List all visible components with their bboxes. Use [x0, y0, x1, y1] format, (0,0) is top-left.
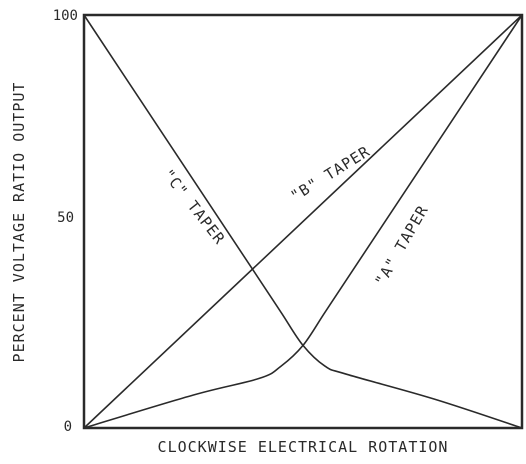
series-layer: [83, 14, 523, 429]
series-a-taper-line: [83, 14, 523, 429]
curve-label-c-taper: "C" TAPER: [159, 166, 229, 248]
curve-label-a-taper: "A" TAPER: [371, 202, 432, 289]
series-b-taper-line: [83, 14, 523, 429]
y-tick-label-0: 0: [64, 419, 72, 435]
series-c-taper-line: [83, 14, 523, 429]
x-axis-title: CLOCKWISE ELECTRICAL ROTATION: [158, 438, 449, 456]
y-tick-label-50: 50: [57, 210, 74, 226]
plot-frame: [82, 13, 524, 430]
y-tick-label-100: 100: [53, 8, 78, 24]
y-axis-title: PERCENT VOLTAGE RATIO OUTPUT: [10, 82, 28, 363]
